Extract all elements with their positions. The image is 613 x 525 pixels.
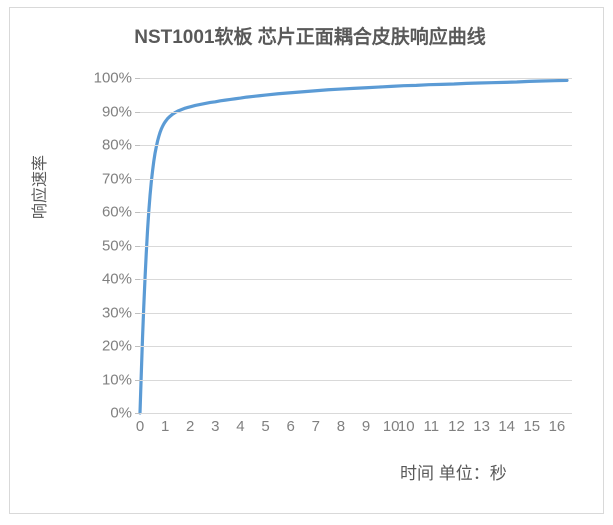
x-axis-tick-label: 10 [397,418,415,435]
x-axis-tick-label: 14 [498,418,516,435]
gridline [140,145,572,146]
x-axis-tick-label: 3 [211,418,220,435]
x-axis-tick-labels: 0 1 2 3 4 5 6 7 8 9 10 10 11 12 13 14 15 16 [136,418,572,442]
x-axis-tick-label: 1 [160,418,170,435]
x-axis-tick-label: 12 [448,418,465,435]
y-axis-tick-label: 10% [101,371,132,388]
plot-area [135,78,572,415]
x-axis-title: 时间 单位：秒 [400,464,507,483]
gridline [140,78,572,79]
gridline [140,178,572,180]
x-axis-tick-label: 6 [286,418,295,435]
y-axis-tick-mark [135,279,140,280]
gridline [140,346,572,347]
series-polyline [138,78,569,415]
y-axis-tick-mark [135,312,140,314]
y-axis-tick-label: 60% [101,203,132,221]
gridline [140,111,572,113]
y-axis-tick-mark [135,178,140,180]
gridline [140,312,572,314]
x-axis-tick-label: 9 [361,418,371,435]
y-axis-tick-label: 30% [101,304,132,321]
x-axis-tick-label: 13 [473,418,490,435]
y-axis-tick-mark [135,212,140,213]
y-axis-title: 响应速率 [32,155,49,220]
x-axis-tick-label: 0 [135,418,145,435]
y-axis-tick-label: 20% [101,337,132,355]
y-axis-tick-mark [135,413,140,414]
y-axis-tick-mark [135,145,140,146]
x-axis-tick-label: 15 [523,418,541,435]
y-axis-tick-label: 0% [110,404,132,422]
y-axis-tick-mark [135,78,140,79]
x-axis-tick-label: 16 [548,418,566,435]
chart-title: NST1001软板 芯片正面耦合皮肤响应曲线 [134,27,486,48]
y-axis-tick-label: 40% [101,270,132,288]
gridline [140,245,572,247]
y-axis-tick-mark [135,245,140,247]
y-axis-tick-mark [135,111,140,113]
x-axis-tick-label: 4 [236,418,245,435]
x-axis-line [140,413,572,414]
x-axis-tick-label: 11 [423,418,440,435]
y-axis-tick-label: 90% [101,103,132,120]
y-axis-tick-label: 50% [101,237,132,254]
gridline [140,279,572,280]
series-line-chart [138,78,569,415]
x-axis-tick-label: 5 [261,418,270,435]
x-axis-tick-label: 7 [311,418,320,435]
gridline [140,212,572,213]
y-axis-tick-labels: 100% 90% 80% 70% 60% 50% 40% 30% 20% 10% 0% [68,70,132,422]
y-axis-tick-label: 70% [101,170,132,187]
x-axis-tick-label: 10 [382,418,400,435]
y-axis-tick-mark [135,346,140,347]
y-axis-tick-label: 80% [101,136,132,154]
y-axis-tick-mark [135,379,140,381]
gridline [140,379,572,381]
x-axis-tick-label: 8 [336,418,346,435]
y-axis-tick-label: 100% [93,69,132,87]
x-axis-tick-label: 2 [186,418,195,435]
